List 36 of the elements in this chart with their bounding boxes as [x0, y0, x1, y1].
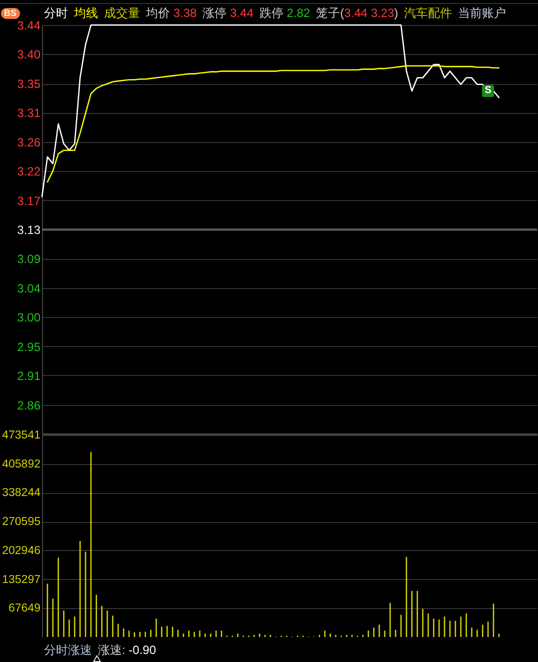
line-series: [46, 65, 500, 183]
text: 当前账户: [458, 6, 506, 20]
text: 成交量: [104, 6, 140, 21]
y-tick-label: 3.22: [17, 164, 41, 178]
y-tick-label: 3.00: [17, 310, 41, 325]
y-tick-label: 67649: [8, 602, 40, 615]
y-tick-label: 2.95: [17, 340, 41, 354]
y-tick-label: 3.04: [17, 282, 41, 296]
text: 涨停 3.44: [202, 6, 254, 20]
series-label: 分时: [44, 6, 68, 21]
y-tick-label: 3.44: [17, 18, 41, 32]
y-tick-label: 3.40: [17, 48, 41, 62]
y-tick-label: 3.35: [17, 77, 41, 92]
text: 涨速: -0.90: [98, 643, 156, 657]
y-tick-label: 135297: [2, 574, 40, 586]
y-tick-label: 405892: [2, 458, 40, 470]
y-tick-label: 202946: [2, 544, 40, 557]
y-tick-label: 2.86: [17, 398, 41, 412]
y-tick-label: 270595: [2, 516, 40, 528]
line-series: [41, 24, 500, 198]
y-tick-label: 3.31: [17, 106, 41, 120]
y-tick-label: 3.26: [17, 135, 41, 150]
y-tick-label: 338244: [2, 487, 42, 500]
text: 分时涨速: [44, 643, 92, 657]
y-tick-label: 2.91: [17, 368, 41, 383]
text: 跌停 2.82: [259, 6, 310, 20]
text: 均线: [74, 6, 98, 21]
y-tick-label: 3.13: [17, 223, 41, 237]
bs-badge: BS: [1, 8, 20, 19]
y-tick-label: 473541: [2, 430, 40, 442]
y-tick-label: 3.09: [17, 252, 41, 266]
text: 均价 3.38: [146, 6, 197, 20]
y-tick-label: 3.17: [17, 194, 41, 208]
s-badge: S: [482, 84, 494, 97]
text: 笼子(3.44 3.23): [316, 6, 398, 20]
text: 汽车配件: [404, 6, 452, 20]
